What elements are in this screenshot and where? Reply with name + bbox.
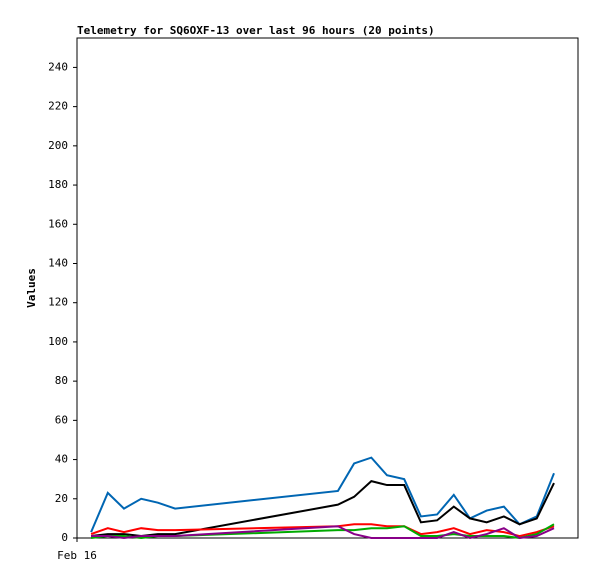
y-tick-label: 240 [48, 60, 68, 73]
y-tick-label: 20 [55, 492, 68, 505]
series-line [90, 456, 555, 533]
y-axis-label: Values [25, 268, 38, 308]
chart-title: Telemetry for SQ6OXF-13 over last 96 hou… [77, 24, 435, 37]
y-tick-label: 60 [55, 413, 68, 426]
plot-frame [76, 37, 579, 539]
y-tick-label: 40 [55, 453, 68, 466]
y-tick-label: 220 [48, 100, 68, 113]
y-tick-label: 160 [48, 217, 68, 230]
y-tick-label: 140 [48, 256, 68, 269]
y-tick-label: 120 [48, 296, 68, 309]
series-line [90, 523, 555, 540]
y-tick-label: 200 [48, 139, 68, 152]
x-tick-label: Feb 16 [57, 549, 97, 562]
series-line [91, 525, 555, 540]
y-tick-label: 100 [48, 335, 68, 348]
y-tick-label: 180 [48, 178, 68, 191]
y-tick-label: 80 [55, 374, 68, 387]
y-tick-label: 0 [61, 531, 68, 544]
